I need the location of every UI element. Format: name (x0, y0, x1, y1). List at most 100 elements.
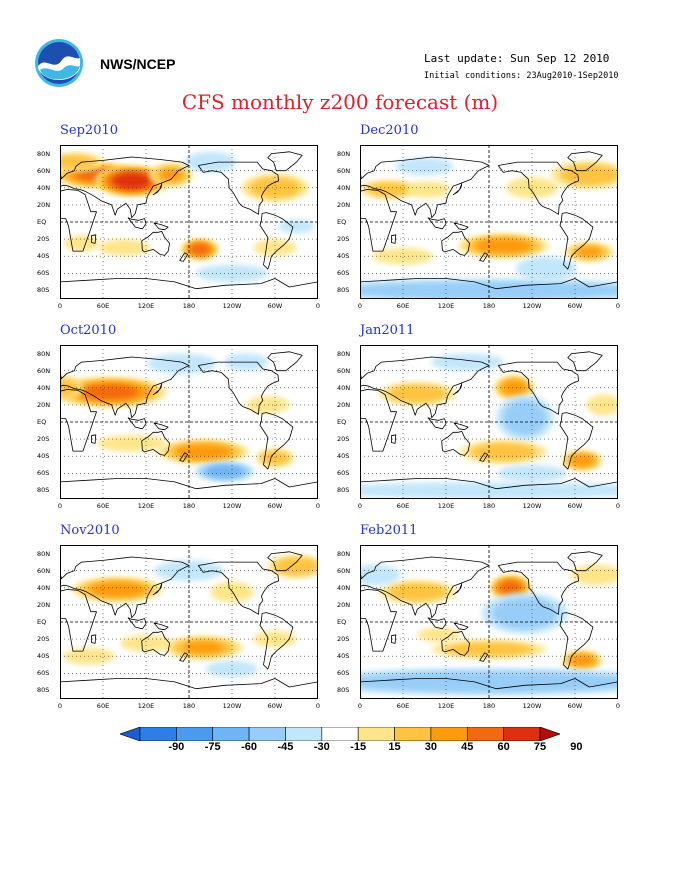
longitude-label: 0 (357, 502, 363, 510)
longitude-label: 0 (615, 702, 621, 710)
colorbar-swatch (212, 727, 250, 741)
colorbar-tick-label: 45 (461, 741, 474, 753)
coastlines (60, 551, 318, 699)
anomaly-contour (278, 219, 315, 234)
longitude-label: 60W (567, 702, 583, 710)
coastlines (360, 551, 618, 699)
anomaly-contour (189, 243, 211, 255)
map-panel-oct2010 (60, 345, 318, 499)
graticule (360, 345, 618, 499)
latitude-label: 80N (337, 549, 351, 558)
anomaly-contour (96, 435, 167, 452)
anomaly-contour (160, 169, 182, 181)
latitude-label: 20S (37, 235, 50, 244)
colorbar-tick-label: -45 (277, 741, 294, 753)
longitude-label: 60W (567, 302, 583, 310)
anomaly-contour (503, 400, 547, 436)
longitude-label: 0 (57, 702, 63, 710)
colorbar-swatch (430, 727, 468, 741)
colorbar-swatch (139, 727, 177, 741)
latitude-label: 20S (337, 435, 350, 444)
longitude-label: 60E (96, 302, 110, 310)
anomaly-contour (274, 557, 318, 576)
anomaly-contour (492, 597, 558, 630)
longitude-label: 0 (57, 502, 63, 510)
latitude-label: 60S (337, 269, 350, 278)
colorbar-tick-label: -75 (204, 741, 221, 753)
latitude-label: 80S (37, 686, 50, 695)
anomaly-contour (249, 177, 301, 199)
panel-title-sep2010: Sep2010 (60, 123, 119, 138)
longitude-label: 0 (357, 702, 363, 710)
latitude-label: 60N (37, 566, 51, 575)
latitude-label: 80N (37, 349, 51, 358)
anomaly-contour (570, 564, 618, 586)
anomaly-contour (60, 379, 79, 397)
latitude-label: 40S (37, 652, 50, 661)
organization-label: NWS/NCEP (100, 56, 176, 72)
graticule (60, 145, 318, 299)
longitude-label: 60W (267, 702, 283, 710)
anomaly-contour (515, 256, 577, 282)
latitude-label: 80S (337, 286, 350, 295)
map-panel-feb2011 (360, 545, 618, 699)
longitude-label: 60E (396, 702, 410, 710)
latitude-label: 20N (37, 200, 51, 209)
colorbar-swatch (503, 727, 541, 741)
latitude-label: 60N (337, 366, 351, 375)
longitude-label: 120W (222, 502, 242, 510)
latitude-label: EQ (337, 418, 347, 426)
colorbar-tick-label: 30 (424, 741, 438, 753)
longitude-label: 0 (57, 302, 63, 310)
coastlines (60, 351, 318, 499)
longitude-label: 60E (396, 502, 410, 510)
latitude-label: 20N (37, 400, 51, 409)
colorbar-swatch (357, 727, 395, 741)
anomaly-contour (60, 155, 97, 170)
latitude-label: 20N (337, 400, 351, 409)
graticule (360, 145, 618, 299)
latitude-label: 80S (337, 486, 350, 495)
longitude-label: 120E (437, 302, 455, 310)
anomaly-contour (388, 583, 447, 601)
latitude-label: 80S (37, 286, 50, 295)
colorbar-tick-label: 15 (388, 741, 401, 753)
latitude-label: EQ (37, 418, 47, 426)
map-panel-nov2010 (60, 545, 318, 699)
anomaly-contour (499, 580, 522, 595)
anomaly-contour (113, 173, 151, 189)
longitude-label: 0 (315, 502, 321, 510)
latitude-label: 60N (337, 166, 351, 175)
longitude-label: 120W (222, 302, 242, 310)
anomaly-contour (406, 181, 450, 198)
longitude-label: 120E (137, 302, 155, 310)
panel-title-oct2010: Oct2010 (60, 323, 117, 338)
latitude-label: 20S (37, 435, 50, 444)
panel-title-feb2011: Feb2011 (360, 523, 418, 538)
longitude-label: 60W (267, 302, 283, 310)
anomaly-contour (501, 380, 527, 396)
coastlines (360, 151, 618, 299)
latitude-label: EQ (337, 218, 347, 226)
latitude-label: 20N (37, 600, 51, 609)
latitude-label: 40S (337, 652, 350, 661)
longitude-label: 180 (482, 702, 496, 710)
last-update-text: Last update: Sun Sep 12 2010 (424, 52, 610, 65)
anomaly-contour (147, 353, 217, 375)
longitude-label: 180 (482, 302, 496, 310)
latitude-label: 20N (337, 200, 351, 209)
anomaly-field (60, 151, 315, 282)
latitude-label: 40S (337, 452, 350, 461)
map-panel-sep2010 (60, 145, 318, 299)
anomaly-contour (372, 247, 434, 265)
colorbar-swatch (248, 727, 286, 741)
anomaly-contour (246, 396, 290, 414)
longitude-label: 60W (267, 502, 283, 510)
anomaly-contour (470, 443, 536, 461)
colorbar-tick-label: -15 (350, 741, 367, 753)
colorbar-tick-label: -90 (168, 741, 185, 753)
latitude-label: 80N (37, 149, 51, 158)
longitude-label: 120W (522, 702, 542, 710)
longitude-label: 0 (315, 702, 321, 710)
anomaly-contour (360, 564, 401, 586)
